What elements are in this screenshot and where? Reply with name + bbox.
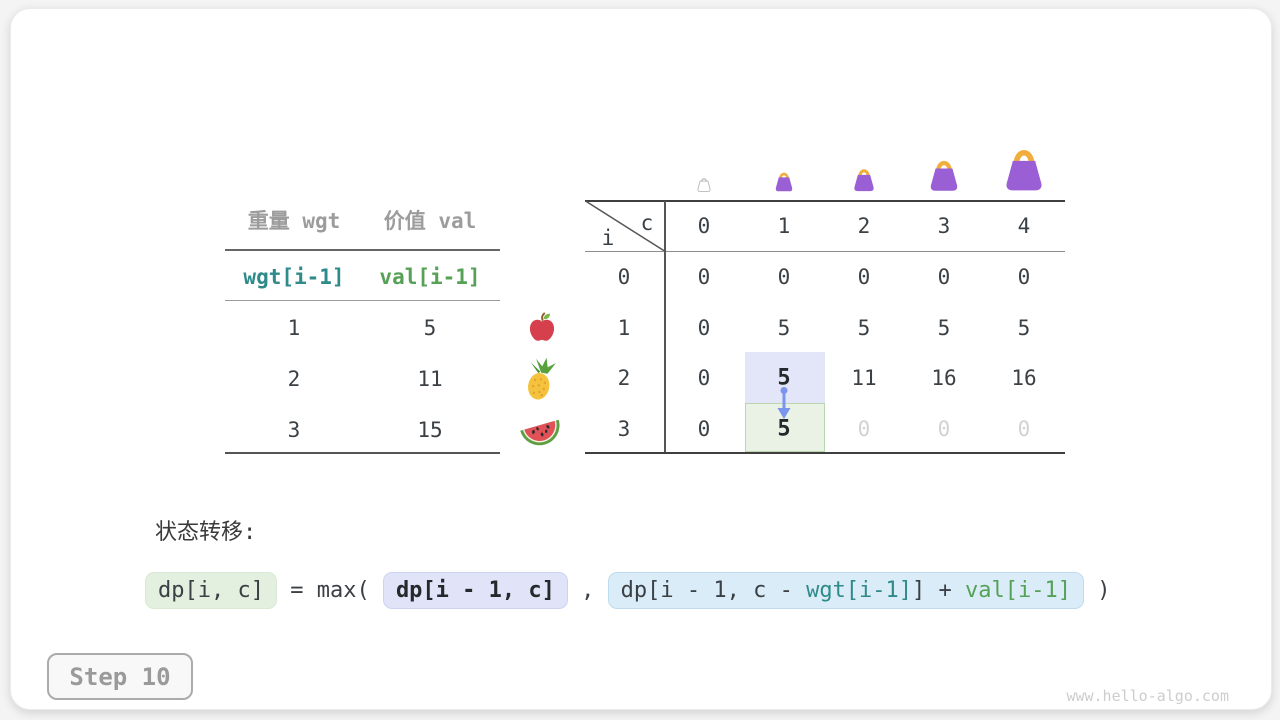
formula-equals-max: = max( [276, 577, 383, 603]
dp-corner-diagonal [585, 201, 665, 251]
item-val: 15 [417, 418, 443, 442]
dp-cell: 16 [931, 366, 957, 390]
dp-cell: 0 [697, 265, 711, 289]
dp-cell: 0 [697, 417, 711, 441]
dp-cell: 5 [1017, 316, 1031, 340]
dp-table-rule-header [585, 250, 1065, 252]
step-badge: Step 10 [47, 653, 193, 700]
figure-card: 重量 wgt 价值 val wgt[i-1] val[i-1] 1 5 2 11… [10, 8, 1272, 710]
dp-cell-pending: 0 [857, 417, 871, 441]
dp-cell: 0 [697, 366, 711, 390]
site-url: www.hello-algo.com [1066, 687, 1229, 705]
dp-cell: 5 [937, 316, 951, 340]
state-transition-label: 状态转移: [155, 520, 257, 545]
dp-cell: 5 [777, 316, 791, 340]
dp-cell-pending: 0 [1017, 417, 1031, 441]
dp-cell: 0 [857, 265, 871, 289]
dp-cell-pending: 0 [937, 417, 951, 441]
formula-arg2-part2: ] + [912, 577, 966, 603]
items-subheader-val: val[i-1] [379, 265, 481, 289]
dp-cell: 0 [777, 265, 791, 289]
dp-corner-col-var: c [640, 211, 654, 235]
transition-arrow-icon [776, 386, 792, 420]
dp-row-header: 0 [617, 265, 631, 289]
dp-table-rule-bottom [585, 452, 1065, 454]
dp-table-rule-vertical [664, 201, 666, 452]
state-transition-formula: dp[i, c] = max( dp[i - 1, c] , dp[i - 1,… [145, 569, 1111, 611]
dp-cell: 11 [851, 366, 877, 390]
dp-table-rule-top [585, 200, 1065, 202]
dp-cell-source: 5 [777, 365, 791, 391]
dp-col-header: 0 [697, 214, 711, 238]
items-table-rule-top [225, 249, 500, 251]
items-table-rule-mid [225, 300, 500, 301]
dp-cell: 0 [1017, 265, 1031, 289]
apple-icon [526, 311, 558, 343]
pineapple-icon [521, 356, 559, 402]
dp-corner-row-var: i [601, 226, 615, 250]
formula-arg1-pill: dp[i - 1, c] [382, 571, 568, 609]
dp-col-header: 4 [1017, 214, 1031, 238]
formula-close-paren: ) [1084, 577, 1111, 603]
bag-capacity-1-icon [772, 169, 796, 192]
formula-arg2-pill: dp[i - 1, c - wgt[i-1]] + val[i-1] [607, 571, 1084, 609]
bag-capacity-4-icon [999, 143, 1049, 192]
dp-row-header: 1 [617, 316, 631, 340]
item-wgt: 2 [287, 367, 301, 391]
watermelon-icon [517, 408, 563, 450]
dp-row-header: 2 [617, 366, 631, 390]
bag-capacity-2-icon [850, 165, 878, 192]
dp-cell-target: 5 [777, 416, 791, 442]
dp-cell: 0 [697, 316, 711, 340]
bag-capacity-0-icon [696, 175, 712, 192]
items-table-rule-bottom [225, 452, 500, 454]
items-header-value: 价值 val [383, 209, 477, 233]
dp-col-header: 2 [857, 214, 871, 238]
formula-arg2-part1: dp[i - 1, c - [620, 577, 807, 603]
dp-col-header: 1 [777, 214, 791, 238]
item-val: 5 [423, 316, 437, 340]
items-subheader-wgt: wgt[i-1] [243, 265, 345, 289]
item-val: 11 [417, 367, 443, 391]
step-badge-label: Step 10 [69, 662, 171, 691]
dp-cell: 0 [937, 265, 951, 289]
dp-cell: 5 [857, 316, 871, 340]
bag-capacity-3-icon [925, 155, 963, 192]
formula-wgt-ref: wgt[i-1] [806, 577, 913, 603]
dp-cell: 16 [1011, 366, 1037, 390]
item-wgt: 3 [287, 418, 301, 442]
formula-lhs-pill: dp[i, c] [145, 571, 277, 609]
items-header-weight: 重量 wgt [247, 209, 341, 233]
item-wgt: 1 [287, 316, 301, 340]
dp-col-header: 3 [937, 214, 951, 238]
formula-separator: , [567, 577, 608, 603]
dp-row-header: 3 [617, 417, 631, 441]
formula-val-ref: val[i-1] [965, 577, 1071, 603]
